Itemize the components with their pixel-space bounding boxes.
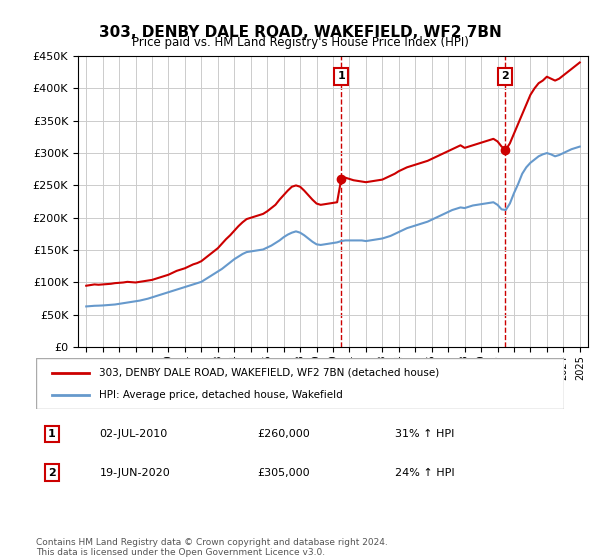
Text: 1: 1 bbox=[337, 71, 345, 81]
Text: 24% ↑ HPI: 24% ↑ HPI bbox=[395, 468, 455, 478]
Text: 19-JUN-2020: 19-JUN-2020 bbox=[100, 468, 170, 478]
Text: 31% ↑ HPI: 31% ↑ HPI bbox=[395, 429, 454, 439]
Text: HPI: Average price, detached house, Wakefield: HPI: Average price, detached house, Wake… bbox=[100, 390, 343, 400]
Text: 303, DENBY DALE ROAD, WAKEFIELD, WF2 7BN: 303, DENBY DALE ROAD, WAKEFIELD, WF2 7BN bbox=[98, 25, 502, 40]
Text: £260,000: £260,000 bbox=[258, 429, 311, 439]
Text: £305,000: £305,000 bbox=[258, 468, 310, 478]
Text: 1: 1 bbox=[48, 429, 56, 439]
Text: Price paid vs. HM Land Registry's House Price Index (HPI): Price paid vs. HM Land Registry's House … bbox=[131, 36, 469, 49]
Text: 2: 2 bbox=[501, 71, 509, 81]
Text: 2: 2 bbox=[48, 468, 56, 478]
FancyBboxPatch shape bbox=[36, 358, 564, 409]
Text: Contains HM Land Registry data © Crown copyright and database right 2024.
This d: Contains HM Land Registry data © Crown c… bbox=[36, 538, 388, 557]
Text: 02-JUL-2010: 02-JUL-2010 bbox=[100, 429, 167, 439]
Text: 303, DENBY DALE ROAD, WAKEFIELD, WF2 7BN (detached house): 303, DENBY DALE ROAD, WAKEFIELD, WF2 7BN… bbox=[100, 367, 440, 377]
